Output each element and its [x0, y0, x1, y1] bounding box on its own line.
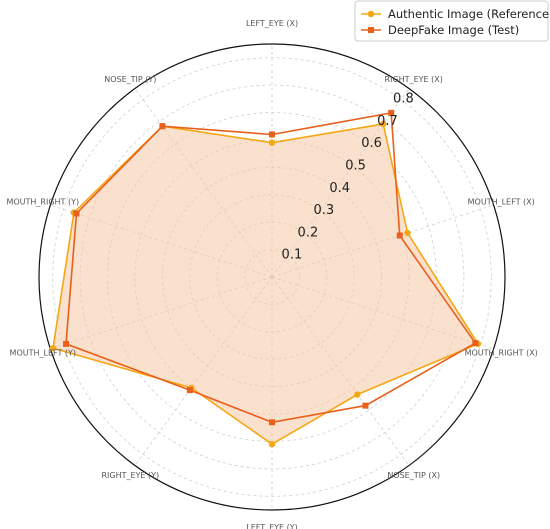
legend: Authentic Image (Reference) DeepFake Imag…	[354, 0, 550, 42]
radial-tick-label: 0.7	[377, 114, 398, 129]
axis-label-0: LEFT_EYE (X)	[246, 19, 298, 28]
series-lines-layer	[49, 109, 482, 448]
axis-label-4: NOSE_TIP (X)	[387, 471, 440, 480]
legend-label-0: Authentic Image (Reference)	[388, 7, 550, 21]
axis-labels: LEFT_EYE (X) RIGHT_EYE (X) MOUTH_LEFT (X) M…	[6, 19, 537, 529]
axis-label-5: LEFT_EYE (Y)	[246, 523, 298, 529]
radial-tick-label: 0.1	[282, 248, 303, 263]
data-point-s1-8	[73, 210, 80, 217]
legend-marker-0	[367, 10, 375, 18]
axis-label-8: MOUTH_RIGHT (Y)	[6, 197, 79, 206]
data-point-s0-0	[268, 139, 276, 146]
data-point-s1-3	[472, 340, 479, 347]
data-point-s0-4	[354, 391, 361, 398]
legend-box	[354, 0, 549, 42]
grid-circle	[52, 57, 492, 497]
axis-label-1: RIGHT_EYE (X)	[385, 75, 443, 84]
radial-tick-label: 0.5	[345, 159, 366, 174]
data-point-s1-7	[63, 340, 70, 347]
axis-label-7: MOUTH_LEFT (Y)	[10, 349, 77, 358]
radial-tick-label: 0.4	[329, 181, 350, 196]
radial-tick-labels: 0.1 0.2 0.3 0.4 0.5 0.6 0.7 0.8	[282, 92, 414, 263]
axis-label-9: NOSE_TIP (Y)	[104, 75, 156, 84]
data-point-s1-9	[159, 123, 166, 130]
data-point-s0-2	[404, 229, 411, 237]
data-point-s1-2	[396, 232, 403, 239]
radial-tick-label: 0.3	[313, 203, 334, 218]
data-point-s1-6	[186, 387, 193, 394]
data-point-s1-5	[269, 419, 275, 426]
radial-tick-label: 0.6	[361, 136, 382, 151]
outer-frame	[38, 43, 506, 511]
data-point-s0-1	[379, 120, 387, 128]
legend-label-1: DeepFake Image (Test)	[388, 23, 519, 37]
axis-label-3: MOUTH_RIGHT (X)	[465, 349, 538, 358]
radial-tick-label: 0.8	[393, 92, 414, 107]
radial-tick-label: 0.2	[298, 225, 319, 240]
data-point-s0-7	[49, 344, 57, 352]
data-point-s1-4	[362, 402, 369, 409]
data-point-s1-0	[269, 131, 275, 138]
series-fill-layer	[53, 124, 478, 445]
data-point-s1-1	[388, 109, 395, 116]
axis-label-6: RIGHT_EYE (Y)	[101, 471, 159, 480]
series-area-0	[53, 124, 478, 445]
axis-label-2: MOUTH_LEFT (X)	[468, 197, 535, 206]
data-point-s0-5	[268, 441, 276, 448]
legend-marker-1	[368, 27, 374, 33]
